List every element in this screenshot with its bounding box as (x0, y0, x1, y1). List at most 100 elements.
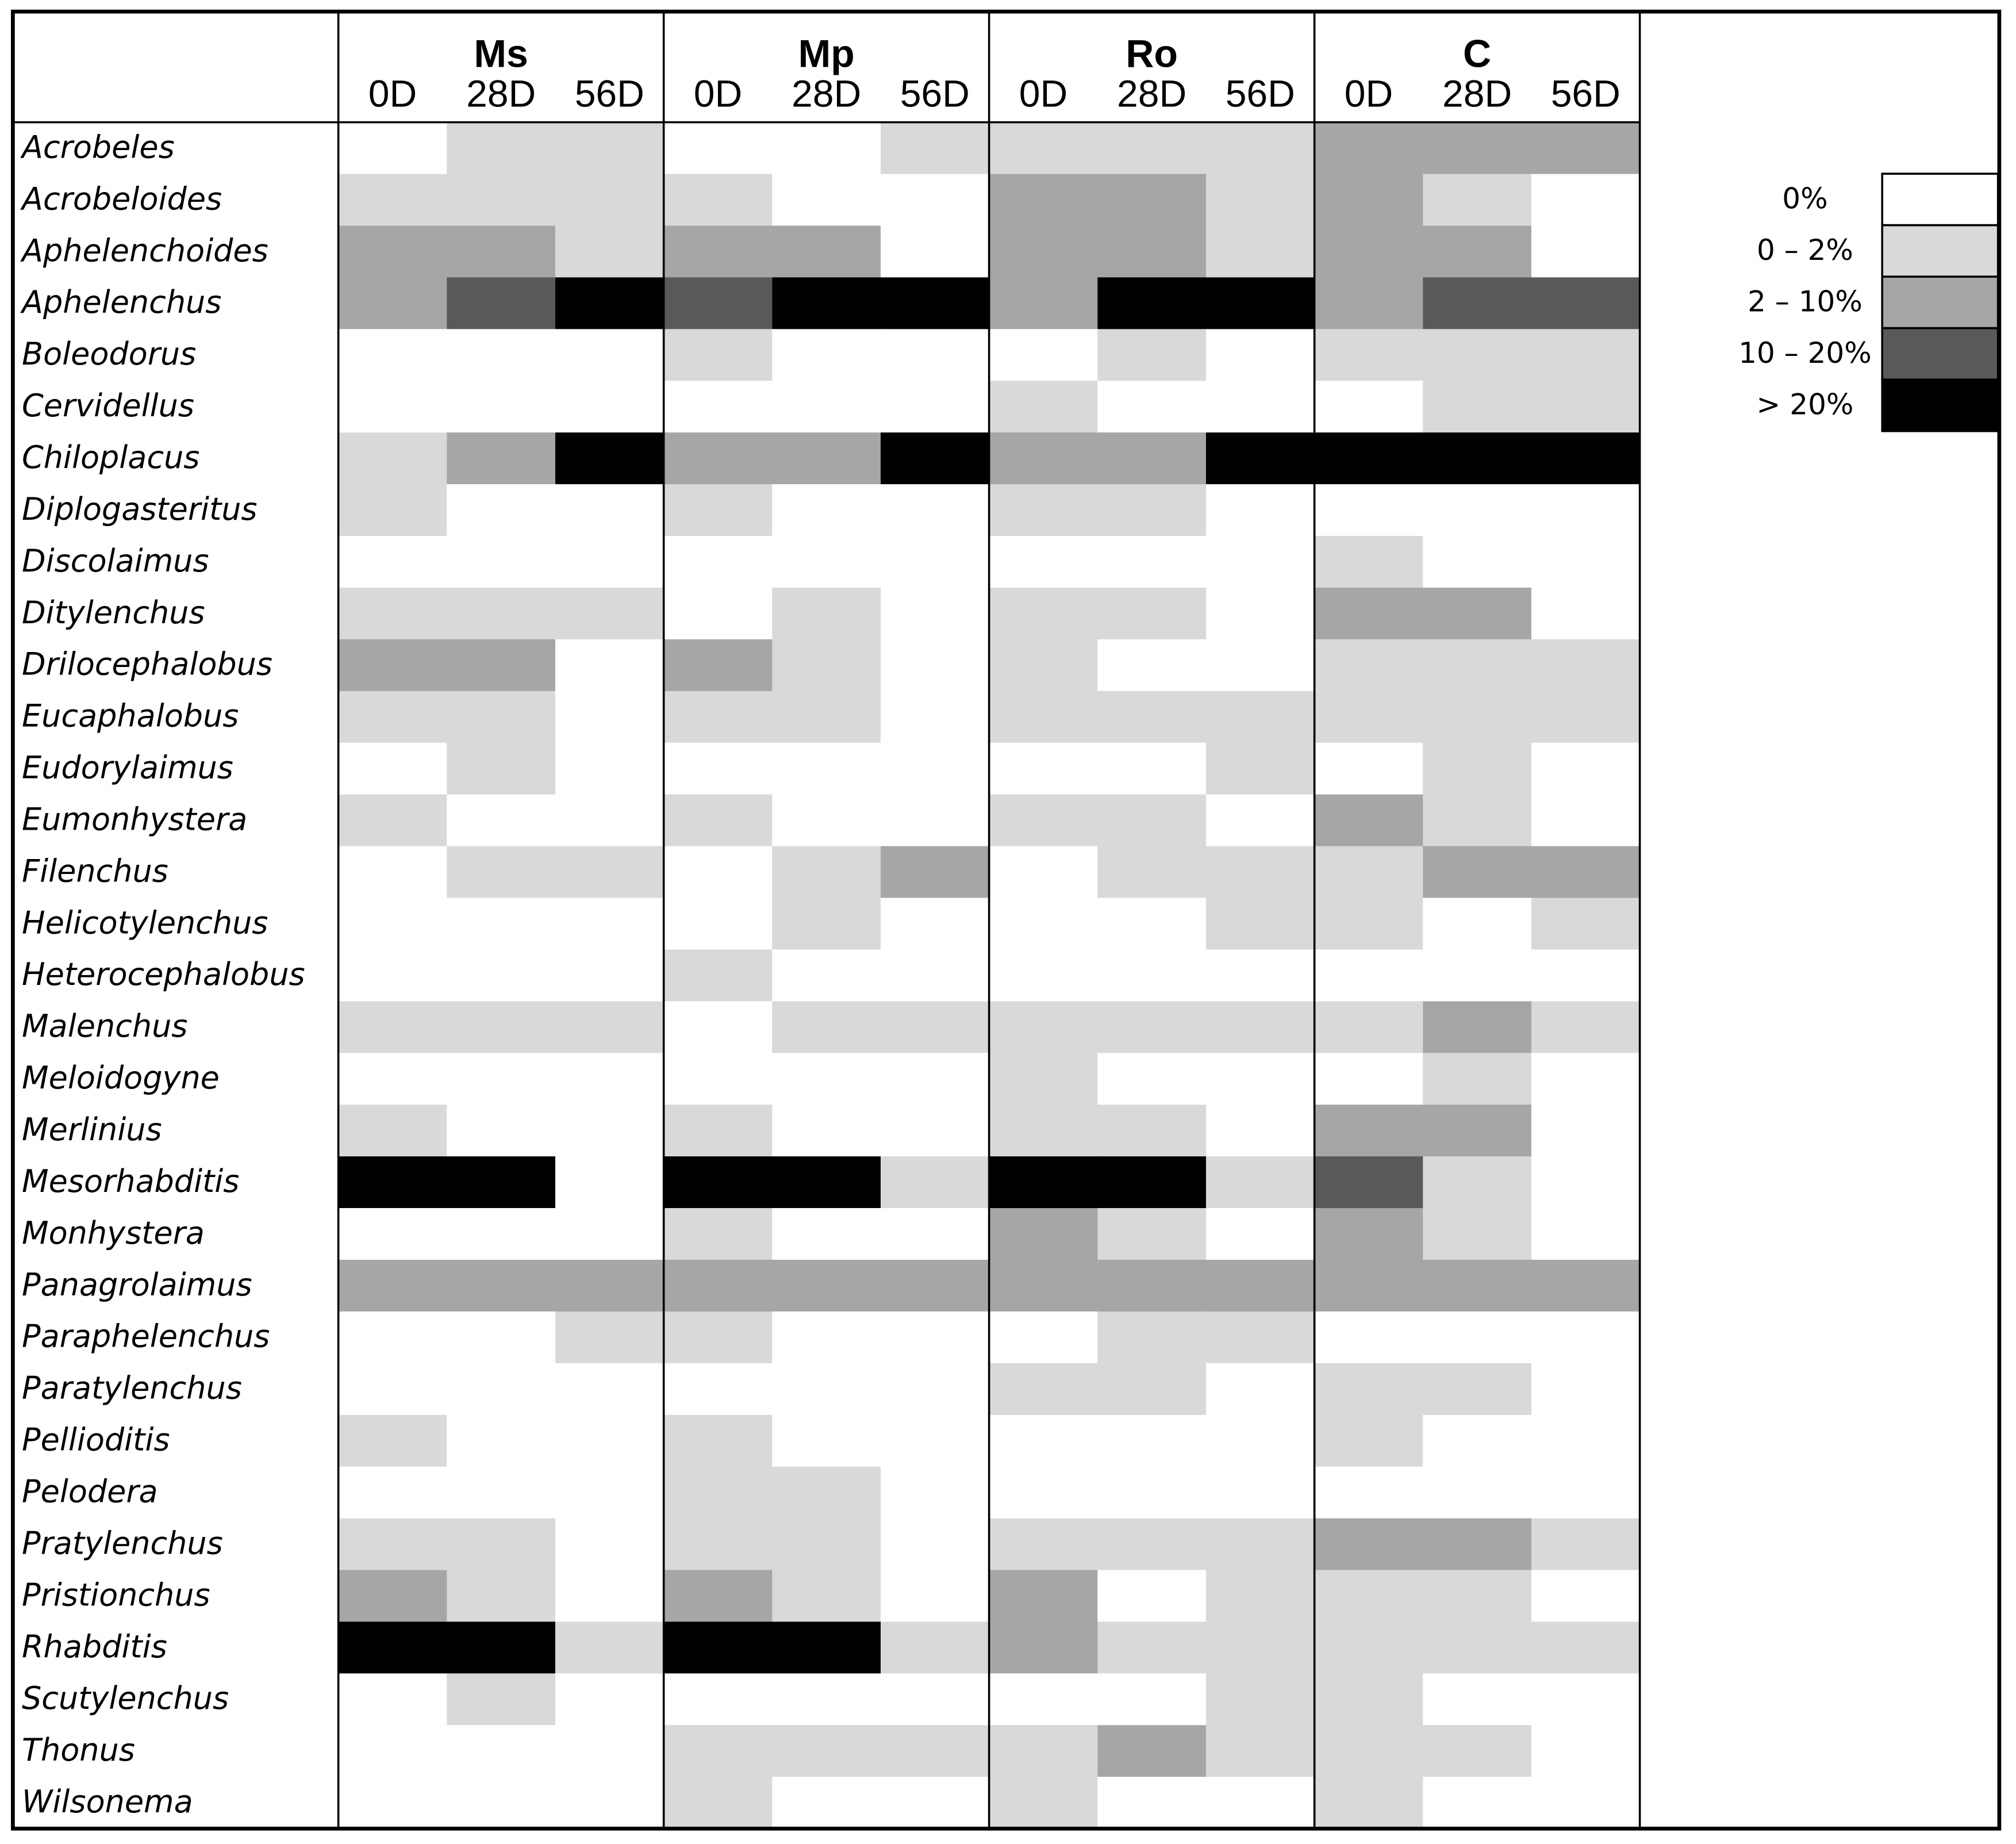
row-label: Pratylenchus (22, 1525, 223, 1561)
row-label: Diplogasteritus (22, 491, 258, 527)
heatmap-cell (663, 1414, 773, 1467)
heatmap-cell (772, 1053, 881, 1106)
heatmap-cell (989, 794, 1099, 847)
heatmap-cell (663, 846, 773, 899)
heatmap-cell (1205, 1053, 1315, 1106)
heatmap-cell (1314, 1725, 1424, 1778)
heatmap-cell (663, 1259, 773, 1312)
heatmap-cell (555, 1621, 665, 1674)
heatmap-cell (880, 1518, 990, 1571)
group-label: Mp (798, 32, 855, 75)
heatmap-cell (338, 122, 448, 175)
heatmap-cell (989, 381, 1099, 434)
heatmap-cell (880, 691, 990, 743)
heatmap-cell (338, 1777, 448, 1830)
heatmap-cell (1205, 691, 1315, 743)
heatmap-cell (772, 639, 881, 692)
row-label: Ditylenchus (22, 595, 205, 631)
heatmap-cell (1531, 794, 1641, 847)
heatmap-cell (663, 174, 773, 227)
row-label: Meloidogyne (22, 1060, 220, 1096)
heatmap-cell (880, 536, 990, 588)
heatmap-cell (772, 1673, 881, 1726)
heatmap-cell (1531, 639, 1641, 692)
heatmap-cell (1205, 1105, 1315, 1157)
heatmap-cell (663, 742, 773, 795)
row-label: Wilsonema (22, 1784, 193, 1820)
heatmap-cell (1314, 381, 1424, 434)
heatmap-cell (555, 174, 665, 227)
column-headers: Ms 0D 28D 56D Mp 0D 28D 56D Ro 0D 28D 56D C 0D 28D 56D (368, 32, 1621, 114)
legend-swatch (1881, 224, 1999, 278)
heatmap-cell (663, 1105, 773, 1157)
heatmap-cell (1097, 1466, 1207, 1519)
heatmap-cell (1097, 1414, 1207, 1467)
heatmap-cell (1423, 1105, 1532, 1157)
heatmap-cell (880, 329, 990, 382)
heatmap-cell (663, 794, 773, 847)
heatmap-cell (663, 329, 773, 382)
heatmap-cell (1314, 1156, 1424, 1209)
heatmap-cell (1314, 1208, 1424, 1260)
heatmap-cell (555, 122, 665, 175)
row-label: Eumonhystera (22, 801, 247, 837)
heatmap-cell (663, 225, 773, 278)
heatmap-cell (1531, 1414, 1641, 1467)
heatmap-cell (880, 1673, 990, 1726)
heatmap-cell (338, 794, 448, 847)
heatmap-cell (1531, 1725, 1641, 1778)
row-label: Filenchus (22, 853, 168, 889)
heatmap-grid (11, 9, 2002, 1831)
heatmap-cell (880, 432, 990, 485)
heatmap-cell (1314, 1621, 1424, 1674)
heatmap-cell (338, 1105, 448, 1157)
heatmap-cell (989, 742, 1099, 795)
heatmap-cell (1423, 742, 1532, 795)
heatmap-cell (663, 1466, 773, 1519)
row-label: Mesorhabditis (22, 1163, 239, 1199)
heatmap-cell (1314, 1311, 1424, 1364)
heatmap-cell (1097, 122, 1207, 175)
day-label: 28D (1442, 72, 1512, 114)
group-label: Ms (474, 32, 528, 75)
heatmap-cell (1205, 381, 1315, 434)
heatmap-cell (880, 381, 990, 434)
heatmap-cell (338, 329, 448, 382)
heatmap-cell (880, 1570, 990, 1623)
day-label: 0D (694, 72, 742, 114)
row-label: Aphelenchus (20, 284, 221, 320)
heatmap-cell (989, 1053, 1099, 1106)
heatmap-cell (447, 1053, 556, 1106)
heatmap-cell (1423, 1777, 1532, 1830)
heatmap-cell (663, 484, 773, 537)
heatmap-cell (1097, 174, 1207, 227)
group-label: C (1463, 32, 1491, 75)
day-label: 0D (368, 72, 417, 114)
heatmap-cell (1097, 1156, 1207, 1209)
row-label: Heterocephalobus (22, 956, 305, 992)
heatmap-cell (1531, 1208, 1641, 1260)
heatmap-cell (989, 1570, 1099, 1623)
heatmap-cell (1531, 1053, 1641, 1106)
heatmap-cell (1423, 1363, 1532, 1416)
heatmap-cell (338, 1053, 448, 1106)
heatmap-cell (880, 1777, 990, 1830)
heatmap-cell (1314, 1053, 1424, 1106)
heatmap-cell (772, 949, 881, 1002)
heatmap-cell (1205, 174, 1315, 227)
heatmap-cell (1205, 1001, 1315, 1054)
heatmap-cell (555, 1725, 665, 1778)
heatmap-cell (1423, 898, 1532, 950)
group-label: Ro (1126, 32, 1178, 75)
heatmap-cell (772, 432, 881, 485)
heatmap-cell (663, 949, 773, 1002)
day-label: 56D (1226, 72, 1295, 114)
heatmap-cell (338, 1518, 448, 1571)
heatmap-cell (989, 1259, 1099, 1312)
heatmap-cell (1531, 1518, 1641, 1571)
heatmap-cell (1205, 742, 1315, 795)
heatmap-cell (555, 794, 665, 847)
legend-label: 0 – 2% (1757, 233, 1853, 267)
heatmap-cell (989, 949, 1099, 1002)
heatmap-cell (989, 587, 1099, 640)
